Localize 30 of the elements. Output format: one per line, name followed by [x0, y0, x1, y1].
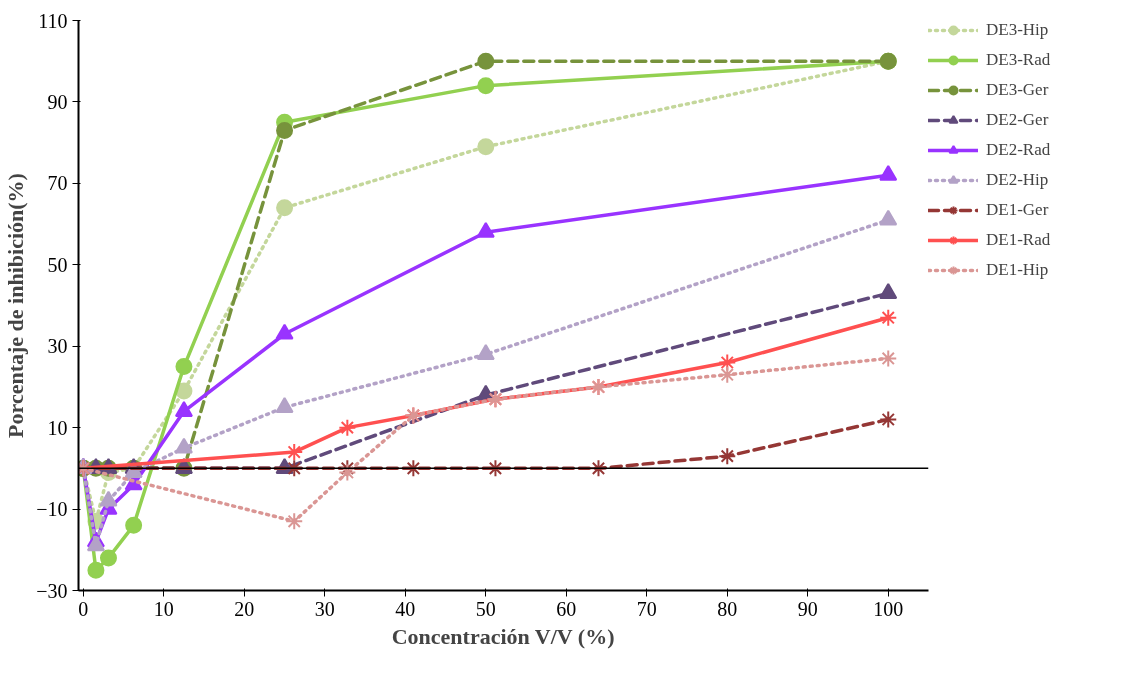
- y-tick-label: 50: [47, 253, 68, 276]
- x-tick-label: 60: [556, 597, 577, 620]
- x-tick-label: 70: [636, 597, 657, 620]
- y-tick-label: −30: [36, 579, 68, 602]
- legend-label: DE3-Ger: [986, 80, 1049, 100]
- y-axis-title: Porcentaje de inhibición(%): [3, 173, 29, 438]
- y-tick-label: 110: [38, 9, 68, 32]
- legend-label: DE2-Rad: [986, 140, 1051, 160]
- x-tick-label: 30: [314, 597, 335, 620]
- y-tick-label: −10: [36, 498, 68, 521]
- legend-label: DE2-Hip: [986, 170, 1049, 190]
- legend-label: DE3-Rad: [986, 50, 1051, 70]
- y-tick-label: 70: [47, 172, 68, 195]
- x-tick-label: 10: [153, 597, 174, 620]
- y-tick-label: 90: [47, 90, 68, 113]
- x-axis-title: Concentración V/V (%): [391, 623, 615, 649]
- x-tick-label: 40: [395, 597, 416, 620]
- y-tick-label: 30: [47, 335, 68, 358]
- x-tick-label: 100: [873, 597, 904, 620]
- x-tick-label: 20: [234, 597, 255, 620]
- legend-label: DE1-Rad: [986, 230, 1051, 250]
- legend-label: DE3-Hip: [986, 20, 1049, 40]
- x-tick-label: 80: [717, 597, 738, 620]
- legend-label: DE2-Ger: [986, 110, 1049, 130]
- x-tick-label: 90: [797, 597, 818, 620]
- x-tick-label: 50: [475, 597, 496, 620]
- x-tick-label: 0: [78, 597, 89, 620]
- y-tick-label: 10: [47, 416, 68, 439]
- legend-label: DE1-Hip: [986, 260, 1049, 280]
- legend-label: DE1-Ger: [986, 200, 1049, 220]
